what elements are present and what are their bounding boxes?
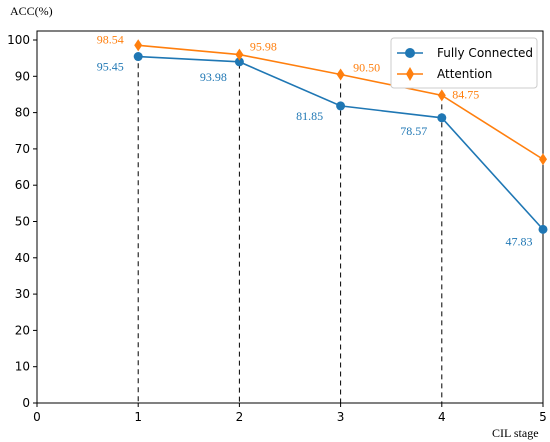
data-point-attention (235, 48, 244, 61)
data-point-fully-connected (336, 101, 346, 111)
data-point-attention (437, 89, 446, 102)
x-tick-label: 1 (134, 410, 142, 424)
x-tick-label: 5 (539, 410, 547, 424)
data-point-fully-connected (234, 57, 244, 67)
data-point-fully-connected (437, 113, 447, 123)
legend-box (390, 37, 538, 89)
y-tick-label: 10 (15, 360, 30, 374)
data-label: 93.98 (200, 70, 227, 84)
data-point-fully-connected (538, 224, 548, 234)
y-tick-label: 80 (15, 106, 30, 120)
y-axis-title: ACC(%) (10, 4, 53, 18)
legend: Fully Connected Attention (390, 37, 538, 89)
data-point-attention (539, 153, 547, 166)
x-tick-label: 3 (337, 410, 345, 424)
data-label: 98.54 (97, 32, 124, 46)
data-label: 84.75 (452, 87, 479, 101)
y-tick-label: 90 (15, 69, 30, 83)
data-point-fully-connected (133, 52, 143, 62)
y-tick-label: 40 (15, 251, 30, 265)
y-tick-label: 100 (7, 33, 30, 47)
data-label: 90.50 (353, 60, 380, 74)
legend-label-fully-connected: Fully Connected (437, 46, 533, 60)
y-tick-label: 0 (22, 396, 30, 410)
y-tick-label: 30 (15, 287, 30, 301)
y-tick-label: 50 (15, 215, 30, 229)
legend-label-attention: Attention (437, 67, 492, 81)
y-tick-label: 70 (15, 142, 30, 156)
data-point-attention (336, 68, 345, 81)
x-tick-label: 0 (33, 410, 41, 424)
y-tick-label: 20 (15, 323, 30, 337)
data-label: 95.45 (97, 60, 124, 74)
x-tick-label: 2 (236, 410, 244, 424)
legend-marker-attention (406, 67, 414, 81)
x-tick-label: 4 (438, 410, 446, 424)
data-point-attention (134, 39, 143, 52)
data-label: 78.57 (400, 124, 427, 138)
data-label: 95.98 (250, 40, 277, 54)
x-axis-title: CIL stage (492, 426, 539, 440)
y-tick-label: 60 (15, 178, 30, 192)
data-label: 47.83 (506, 234, 533, 248)
data-label: 81.85 (296, 109, 323, 123)
legend-marker-fully-connected (405, 48, 415, 58)
